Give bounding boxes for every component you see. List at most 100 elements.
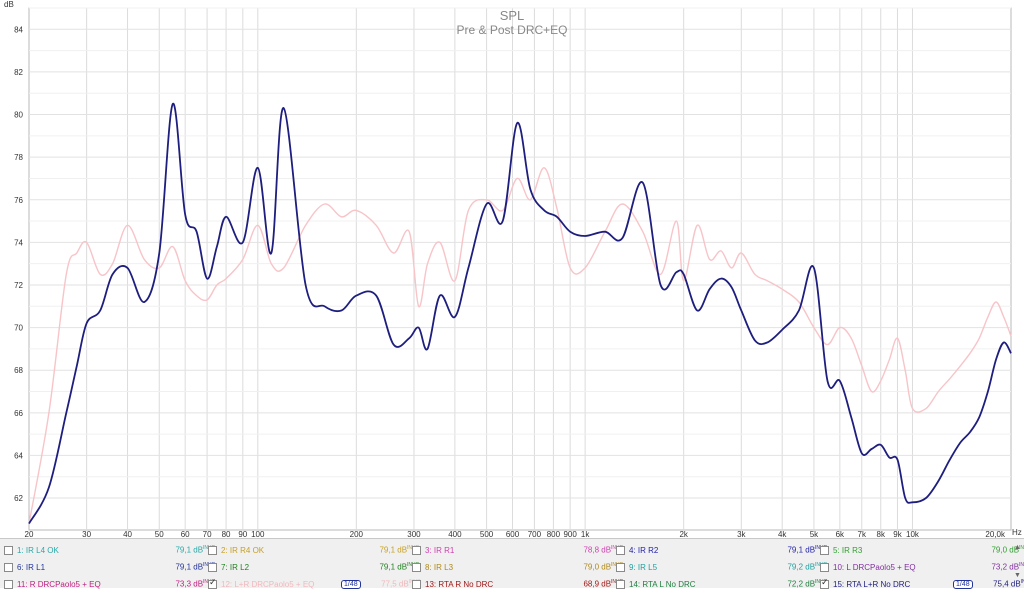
legend-item[interactable]: 4: IR R2 79,1 dBINVC <box>616 541 827 559</box>
x-tick-label: 20 <box>25 530 34 538</box>
y-tick-labels: 62 64 66 68 70 72 74 76 78 80 82 84 <box>14 25 23 503</box>
legend-item[interactable]: 14: RTA L No DRC 72,2 dBINVC <box>616 575 827 593</box>
legend-item[interactable]: 2: IR R4 OK 79,1 dBINVC <box>208 541 419 559</box>
legend-label: 12: L+R DRCPaolo5 + EQ <box>221 579 315 589</box>
y-tick-label: 72 <box>14 281 23 290</box>
legend-checkbox[interactable] <box>616 545 625 555</box>
legend-item[interactable]: 13: RTA R No DRC 68,9 dBINVC <box>412 575 623 593</box>
legend-checkbox[interactable] <box>208 562 217 572</box>
x-tick-label: 30 <box>82 530 91 538</box>
legend-checkbox[interactable] <box>412 545 421 555</box>
legend-label: 3: IR R1 <box>425 545 455 555</box>
x-tick-label: 10k <box>906 530 920 538</box>
series-lines <box>28 102 1012 525</box>
x-tick-label: 50 <box>155 530 164 538</box>
legend-checkbox[interactable] <box>412 562 421 572</box>
legend-item[interactable]: 7: IR L2 79,1 dBINVC <box>208 558 419 576</box>
smoothing-badge[interactable]: 1/48 <box>953 579 973 589</box>
legend-item[interactable]: 5: IR R3 79,0 dBINVC <box>820 541 1024 559</box>
x-tick-label: 90 <box>238 530 247 538</box>
legend-checkbox[interactable] <box>4 545 13 555</box>
legend-label: 1: IR L4 OK <box>17 545 59 555</box>
legend-item[interactable]: 9: IR L5 79,2 dBINVC <box>616 558 827 576</box>
scroll-down-icon[interactable]: ▼ <box>1014 572 1021 579</box>
x-tick-label: 8k <box>877 530 886 538</box>
x-tick-label: 9k <box>893 530 902 538</box>
x-tick-label: 700 <box>528 530 542 538</box>
x-tick-label: 5k <box>810 530 819 538</box>
legend-value: 79,1 dBINVC <box>361 545 419 555</box>
x-tick-label: 200 <box>350 530 364 538</box>
legend-label: 13: RTA R No DRC <box>425 579 494 589</box>
x-tick-label: 500 <box>480 530 494 538</box>
y-tick-label: 62 <box>14 494 23 503</box>
x-axis-unit: Hz <box>1012 528 1022 537</box>
legend-label: 7: IR L2 <box>221 562 250 572</box>
legend-item[interactable]: 8: IR L3 79,0 dBINVC <box>412 558 623 576</box>
legend-label: 14: RTA L No DRC <box>629 579 696 589</box>
x-tick-label: 80 <box>222 530 231 538</box>
y-tick-label: 76 <box>14 196 23 205</box>
x-tick-label: 7k <box>858 530 867 538</box>
y-axis-label: dB <box>4 0 14 9</box>
series-line-2 <box>28 102 1012 525</box>
x-tick-label: 900 <box>563 530 577 538</box>
x-tick-labels: 20 30 40 50 60 70 80 90 100 200 300 400 500 600 700 800… <box>25 530 1006 538</box>
x-tick-label: 400 <box>448 530 462 538</box>
legend-item[interactable]: 10: L DRCPaolo5 + EQ 73,2 dBINVC <box>820 558 1024 576</box>
legend-value-suffix: INVC <box>1020 579 1024 586</box>
legend-value: 79,1 dBINVC <box>361 562 419 572</box>
legend-label: 2: IR R4 OK <box>221 545 265 555</box>
legend-item[interactable]: 11: R DRCPaolo5 + EQ 73,3 dBINVC <box>4 575 215 593</box>
legend-checkbox[interactable] <box>820 562 829 572</box>
x-tick-label: 300 <box>407 530 421 538</box>
legend-item[interactable]: 3: IR R1 78,8 dBINVC <box>412 541 623 559</box>
legend-checkbox[interactable] <box>820 545 829 555</box>
legend-scrollbar[interactable]: ▲ ▼ <box>1013 543 1022 583</box>
legend-checkbox[interactable] <box>208 545 217 555</box>
smoothing-badge[interactable]: 1/48 <box>341 579 361 589</box>
legend-checkbox[interactable] <box>616 562 625 572</box>
legend-item[interactable]: 1: IR L4 OK 79,1 dBINVC <box>4 541 215 559</box>
legend-checkbox[interactable] <box>208 578 217 589</box>
y-tick-label: 82 <box>14 68 23 77</box>
y-tick-label: 66 <box>14 409 23 418</box>
legend-value: 75,4 dBINVC <box>975 579 1024 589</box>
legend-label: 8: IR L3 <box>425 562 454 572</box>
legend-checkbox[interactable] <box>412 579 421 589</box>
legend-checkbox[interactable] <box>4 579 13 589</box>
legend-item[interactable]: 6: IR L1 79,1 dBINVC <box>4 558 215 576</box>
chart-subtitle: Pre & Post DRC+EQ <box>456 23 567 37</box>
legend-value: 73,3 dBINVC <box>157 579 215 589</box>
legend-value: 79,0 dBINVC <box>565 562 623 572</box>
x-tick-label: 2k <box>679 530 688 538</box>
legend-panel: 1: IR L4 OK 79,1 dBINVC 2: IR R4 OK 79,1 dB… <box>0 538 1024 589</box>
legend-label: 15: RTA L+R No DRC <box>833 579 911 589</box>
legend-checkbox[interactable] <box>4 562 13 572</box>
y-tick-label: 68 <box>14 366 23 375</box>
y-tick-label: 84 <box>14 25 23 34</box>
y-tick-label: 70 <box>14 324 23 333</box>
y-tick-label: 80 <box>14 111 23 120</box>
grid-lines <box>29 7 1011 530</box>
chart-title: SPL <box>500 8 525 23</box>
legend-value: 79,0 dBINVC <box>973 545 1024 555</box>
x-tick-label: 60 <box>181 530 190 538</box>
legend-label: 11: R DRCPaolo5 + EQ <box>17 579 101 589</box>
plot-area <box>28 7 1012 531</box>
x-tick-label: 100 <box>251 530 265 538</box>
legend-checkbox[interactable] <box>820 578 829 589</box>
legend-value: 73,2 dBINVC <box>973 562 1024 572</box>
scroll-up-icon[interactable]: ▲ <box>1014 544 1021 551</box>
legend-value: 72,2 dBINVC <box>769 579 827 589</box>
legend-checkbox[interactable] <box>616 579 625 589</box>
legend-value: 79,1 dBINVC <box>157 545 215 555</box>
y-tick-label: 64 <box>14 451 23 460</box>
legend-value-suffix: INVC <box>1019 545 1024 552</box>
series-line-1 <box>28 167 1012 524</box>
x-tick-label: 70 <box>203 530 212 538</box>
spl-chart: 62 64 66 68 70 72 74 76 78 80 82 84 20 30 40 50 60 70 80 9… <box>4 0 1022 538</box>
x-tick-label: 3k <box>737 530 746 538</box>
